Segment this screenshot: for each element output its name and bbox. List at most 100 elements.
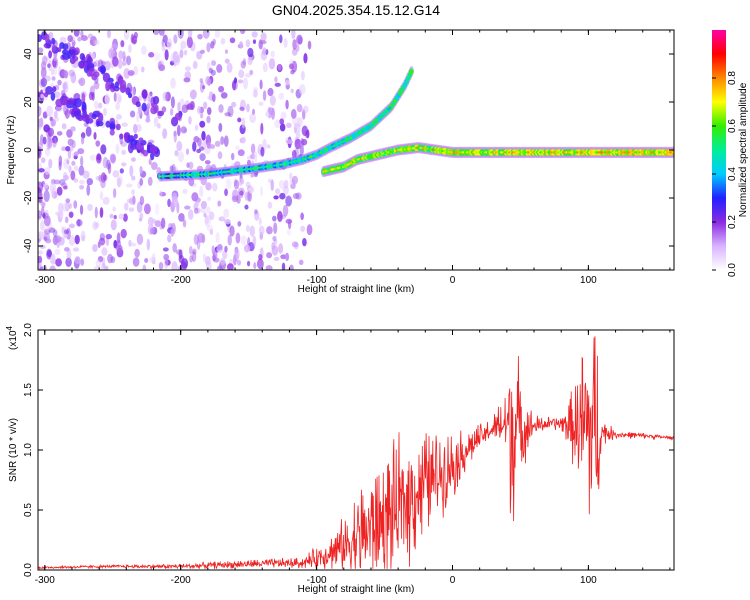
spectrogram-noise-mark <box>39 265 44 270</box>
spectrogram-branch-mark <box>91 113 97 120</box>
spectrogram-noise-mark <box>44 167 51 175</box>
spectrogram-noise-mark <box>293 242 299 250</box>
spectrogram-noise-mark <box>109 213 114 219</box>
spectrogram-noise-mark <box>140 45 147 55</box>
spectrogram-noise-mark <box>233 179 240 190</box>
spectrogram-ridge-upper-core <box>390 104 394 107</box>
spectrogram-noise-mark <box>58 155 63 167</box>
spectrogram-ridge-upper-core <box>372 122 376 125</box>
spectrogram-noise-mark <box>73 151 79 156</box>
spectrogram-branch-mark <box>114 81 119 89</box>
spectrogram-noise-mark <box>110 219 117 231</box>
spectrogram-noise-mark <box>74 256 81 265</box>
spectrogram-noise-mark <box>148 158 152 166</box>
spectrogram-noise-mark <box>206 225 214 232</box>
spectrogram-noise-mark <box>106 159 111 170</box>
spectrogram-noise-mark <box>132 195 136 205</box>
spectrogram-noise-mark <box>118 50 124 60</box>
spectrogram-noise-mark <box>61 123 67 130</box>
spectrogram-noise-mark <box>225 178 232 190</box>
spectrogram-noise-mark <box>199 185 204 198</box>
spectrogram-noise-mark <box>136 233 144 245</box>
spectrogram-noise-mark <box>68 211 74 218</box>
spectrogram-noise-mark <box>271 241 276 251</box>
spectrogram-noise-mark <box>288 63 294 70</box>
spectrogram-noise-mark <box>202 253 207 262</box>
spectrogram-noise-mark <box>290 88 294 94</box>
spectrogram-noise-mark <box>301 109 306 120</box>
spectrogram-branch-mark <box>129 144 138 150</box>
snr-panel: -300 -200 -100 0 100 0.0 0.5 1.0 1.5 2.0 Height o… <box>5 323 675 595</box>
spectrogram-noise-mark <box>80 35 88 42</box>
spectrogram-noise-mark <box>224 112 232 117</box>
spectrogram-noise-mark <box>89 39 93 45</box>
spectrogram-noise-mark <box>204 255 211 266</box>
spectrogram-noise-mark <box>248 186 255 194</box>
spectrogram-noise-mark <box>206 107 212 115</box>
spectrogram-noise-mark <box>236 259 242 266</box>
spectrogram-noise-mark <box>222 250 228 260</box>
spectrogram-noise-mark <box>123 30 130 40</box>
spectrogram-noise-mark <box>189 255 193 263</box>
spectrogram-noise-mark <box>180 40 187 50</box>
spectrogram-noise-mark <box>101 247 108 256</box>
spectrogram-ridge-upper-core <box>374 120 377 123</box>
spectrogram-noise-mark <box>231 101 237 108</box>
spectrogram-noise-mark <box>113 214 117 220</box>
spectrogram-noise-mark <box>71 140 76 149</box>
spectrogram-noise-mark <box>227 105 234 118</box>
spectrogram-noise-mark <box>195 200 200 207</box>
spectrogram-noise-mark <box>41 55 48 66</box>
spectrogram-noise-mark <box>183 49 188 56</box>
spectrogram-noise-mark <box>171 195 179 208</box>
spectrogram-noise-mark <box>297 36 303 45</box>
spectrogram-noise-mark <box>217 151 223 160</box>
spectrogram-noise-mark <box>88 91 94 101</box>
spectrogram-noise-mark <box>93 132 97 140</box>
spectrogram-noise-mark <box>107 253 113 264</box>
colorbar-tick-label: 0.2 <box>727 215 738 229</box>
spectrogram-branch-mark <box>71 109 76 118</box>
spectrogram-noise-mark <box>275 188 281 195</box>
spectrogram-branch <box>43 86 161 161</box>
spectrogram-noise-mark <box>112 38 118 51</box>
spectrogram-x-tick-label: 100 <box>580 275 597 286</box>
spectrogram-noise-mark <box>294 123 298 129</box>
spectrogram-noise-mark <box>217 200 222 207</box>
spectrogram-noise-mark <box>87 33 94 39</box>
spectrogram-noise-mark <box>128 207 135 212</box>
spectrogram-noise-mark <box>302 237 307 247</box>
snr-y-tick-label: 0.5 <box>23 503 34 517</box>
spectrogram-noise-mark <box>218 85 225 93</box>
spectrogram-noise-mark <box>54 248 61 256</box>
spectrogram-noise-mark <box>42 54 47 64</box>
spectrogram-noise-mark <box>43 124 50 133</box>
spectrogram-noise-mark <box>47 59 53 72</box>
spectrogram-noise-mark <box>181 258 189 269</box>
spectrogram-noise-mark <box>212 182 218 192</box>
spectrogram-noise-mark <box>43 228 51 235</box>
spectrogram-noise-mark <box>267 178 272 184</box>
spectrogram-y-tick-label: 0 <box>23 147 34 153</box>
spectrogram-noise-mark <box>169 60 175 66</box>
spectrogram-noise-mark <box>175 249 183 255</box>
spectrogram-ridge-upper-core <box>389 106 392 109</box>
spectrogram-noise-mark <box>184 205 191 210</box>
spectrogram-noise-mark <box>184 71 192 80</box>
snr-x-tick-label: -300 <box>35 575 55 586</box>
spectrogram-noise-mark <box>95 140 101 147</box>
spectrogram-noise-mark <box>61 226 65 234</box>
spectrogram-branch-mark <box>96 120 104 127</box>
spectrogram-noise-mark <box>207 78 212 86</box>
spectrogram-noise-mark <box>240 30 246 35</box>
spectrogram-noise-mark <box>99 191 104 201</box>
spectrogram-noise-mark <box>86 184 91 196</box>
spectrogram-ridge-upper-core <box>402 86 405 89</box>
spectrogram-noise-mark <box>237 187 245 196</box>
spectrogram-branch-mark <box>115 123 121 131</box>
spectrogram-ridge-upper-core <box>403 84 407 87</box>
spectrogram-noise-mark <box>193 136 200 143</box>
spectrogram-noise-mark <box>186 103 194 110</box>
spectrogram-noise-mark <box>254 151 258 163</box>
spectrogram-noise-mark <box>268 107 275 116</box>
